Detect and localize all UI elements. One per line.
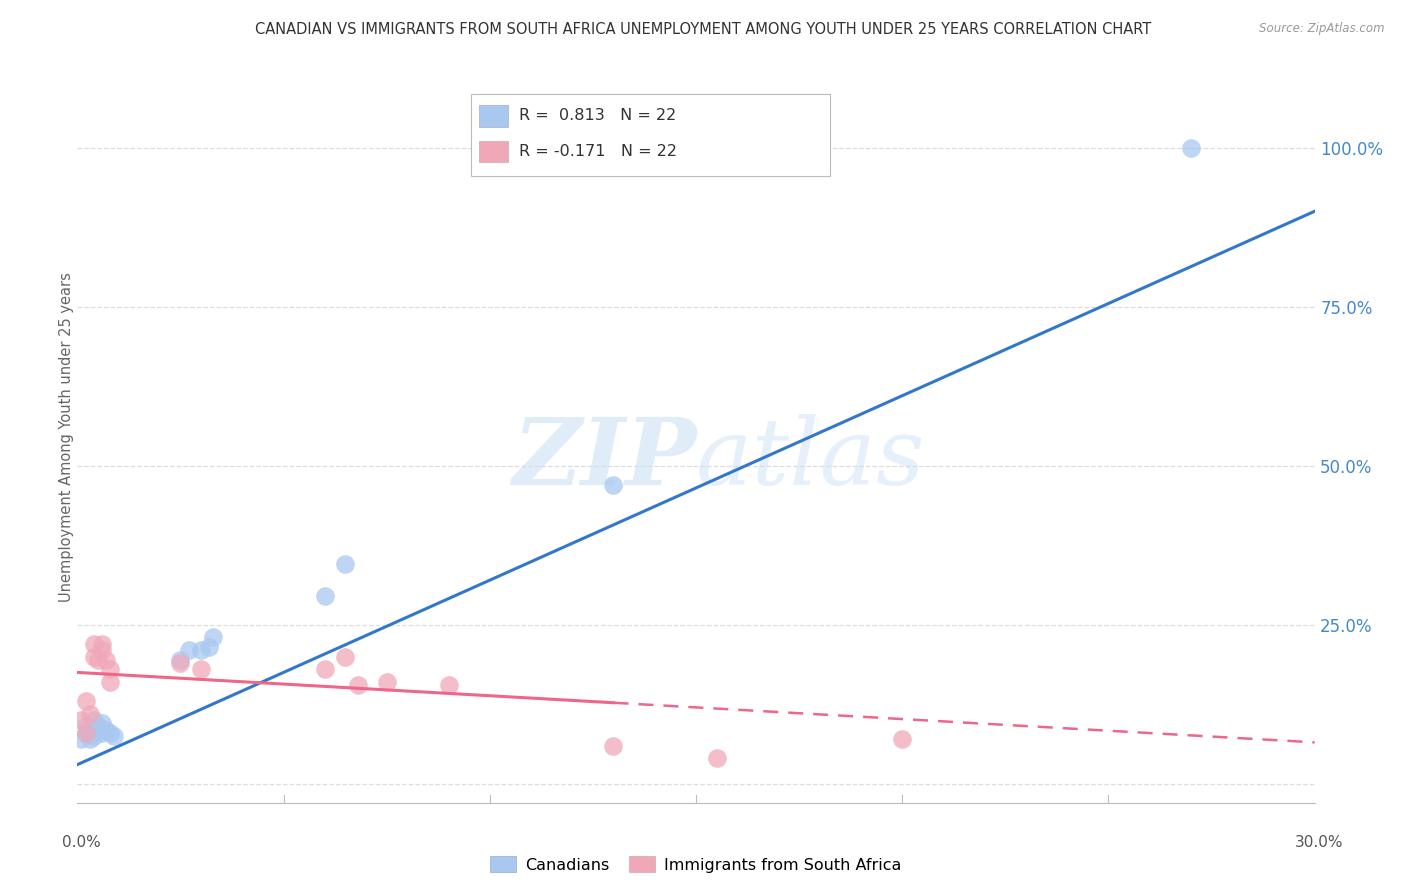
Point (70, 713, 93, 727)
Point (103, 729, 125, 743)
Point (169, 656, 191, 670)
Point (169, 653, 191, 667)
Point (96, 723, 118, 737)
Text: ZIP: ZIP (512, 414, 696, 504)
Point (190, 662, 212, 676)
Point (335, 649, 357, 664)
Point (202, 631, 225, 645)
Point (91, 637, 114, 651)
Point (437, 678, 460, 692)
Text: Source: ZipAtlas.com: Source: ZipAtlas.com (1260, 22, 1385, 36)
Text: 30.0%: 30.0% (1295, 836, 1343, 850)
Point (87, 653, 110, 667)
Text: CANADIAN VS IMMIGRANTS FROM SOUTH AFRICA UNEMPLOYMENT AMONG YOUTH UNDER 25 YEARS: CANADIAN VS IMMIGRANTS FROM SOUTH AFRICA… (254, 22, 1152, 37)
Point (190, 643, 212, 657)
Point (891, 732, 914, 747)
Point (91, 716, 114, 731)
Point (83, 729, 105, 743)
Point (177, 643, 200, 657)
Point (602, 477, 624, 491)
Point (79, 732, 101, 747)
Point (314, 589, 336, 603)
Point (75, 726, 97, 740)
Point (75, 726, 97, 740)
Point (1180, 141, 1202, 155)
Y-axis label: Unemployment Among Youth under 25 years: Unemployment Among Youth under 25 years (59, 272, 73, 602)
Point (75, 694, 97, 708)
Point (375, 675, 398, 690)
Point (98, 675, 121, 690)
Point (98, 726, 121, 740)
Text: R =  0.813   N = 22: R = 0.813 N = 22 (519, 109, 676, 123)
Text: 0.0%: 0.0% (62, 836, 101, 850)
Point (79, 706, 101, 721)
Text: R = -0.171   N = 22: R = -0.171 N = 22 (519, 145, 676, 159)
Point (706, 751, 728, 765)
Point (75, 719, 97, 733)
Point (335, 558, 357, 572)
Legend: Canadians, Immigrants from South Africa: Canadians, Immigrants from South Africa (484, 850, 908, 879)
Point (79, 723, 101, 737)
Point (346, 678, 368, 692)
Point (96, 653, 118, 667)
Point (70, 732, 93, 747)
Point (98, 662, 121, 676)
Point (314, 662, 336, 676)
Text: atlas: atlas (696, 414, 925, 504)
Point (198, 640, 221, 654)
Point (83, 637, 105, 651)
Point (83, 649, 105, 664)
Point (91, 643, 114, 657)
Point (83, 713, 105, 727)
Point (91, 726, 114, 740)
Point (602, 739, 624, 753)
Point (87, 719, 110, 733)
